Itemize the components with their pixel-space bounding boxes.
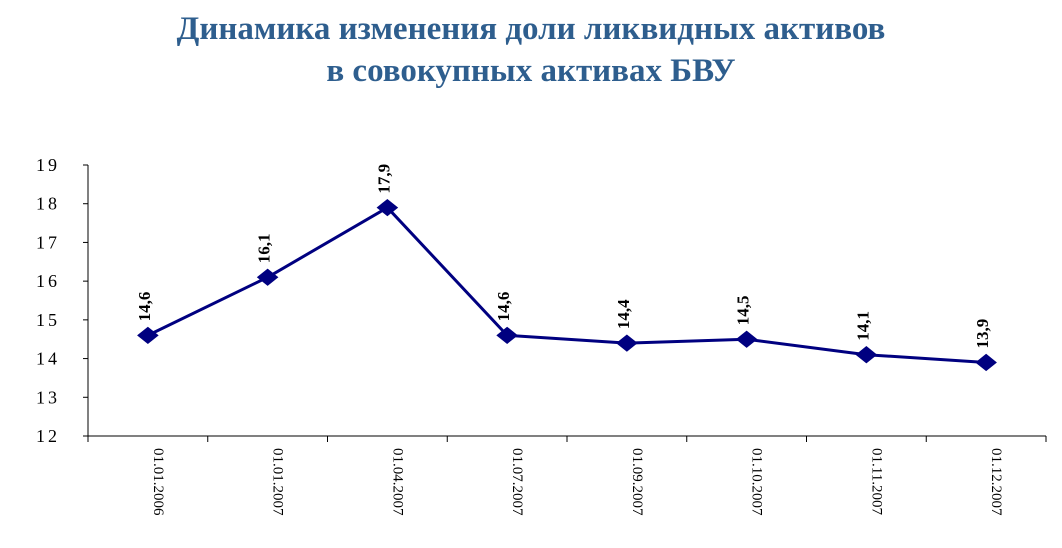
data-point-label: 14,5 (734, 295, 753, 325)
chart-axes (87, 165, 1046, 437)
x-tick-label: 01.01.2006 (150, 448, 166, 516)
data-point-marker (735, 330, 758, 348)
series-line-group (147, 206, 987, 364)
data-point-label: 14,6 (494, 292, 513, 322)
data-point-marker (855, 346, 878, 364)
x-tick-label: 01.11.2007 (868, 448, 884, 515)
chart-title-line-1: Динамика изменения доли ликвидных активо… (176, 11, 886, 47)
data-point-label: 14,4 (614, 299, 633, 329)
data-point-label: 17,9 (374, 164, 393, 194)
y-tick-label: 13 (36, 387, 60, 407)
data-point-marker (496, 326, 518, 344)
chart-title-line-2: в совокупных активах БВУ (326, 53, 736, 89)
data-point-marker (975, 353, 997, 372)
x-axis-ticks: 01.01.2006 01.01.2007 01.04.2007 01.07.2007… (87, 436, 1047, 516)
y-tick-label: 18 (36, 194, 60, 214)
x-tick-label: 01.09.2007 (629, 448, 645, 516)
series-line (147, 206, 987, 364)
y-tick-label: 12 (36, 426, 60, 446)
data-point-label: 13,9 (973, 319, 992, 349)
x-tick-label: 01.12.2007 (988, 448, 1004, 516)
x-tick-label: 01.01.2007 (270, 448, 286, 516)
y-tick-label: 14 (36, 349, 60, 369)
y-tick-label: 15 (36, 310, 60, 330)
data-point-marker (256, 268, 279, 286)
y-tick-label: 19 (36, 155, 60, 175)
x-tick-label: 01.07.2007 (509, 448, 525, 516)
y-axis-ticks: 12 13 14 15 16 17 18 19 (36, 155, 88, 446)
data-point-marker (137, 326, 159, 344)
x-tick-label: 01.04.2007 (389, 448, 405, 516)
data-point-marker (616, 334, 638, 352)
data-point-label: 16,1 (255, 234, 274, 264)
data-point-label: 14,6 (135, 292, 154, 322)
x-tick-label: 01.10.2007 (749, 448, 765, 516)
data-markers (137, 198, 997, 372)
y-tick-label: 17 (36, 232, 60, 252)
data-point-marker (376, 198, 399, 217)
y-tick-label: 16 (36, 271, 60, 291)
data-point-label: 14,1 (853, 311, 872, 341)
chart-title: Динамика изменения доли ликвидных активо… (0, 8, 1062, 92)
data-labels: 14,6 16,1 17,9 14,6 14,4 14,5 14,1 13,9 (135, 164, 992, 349)
